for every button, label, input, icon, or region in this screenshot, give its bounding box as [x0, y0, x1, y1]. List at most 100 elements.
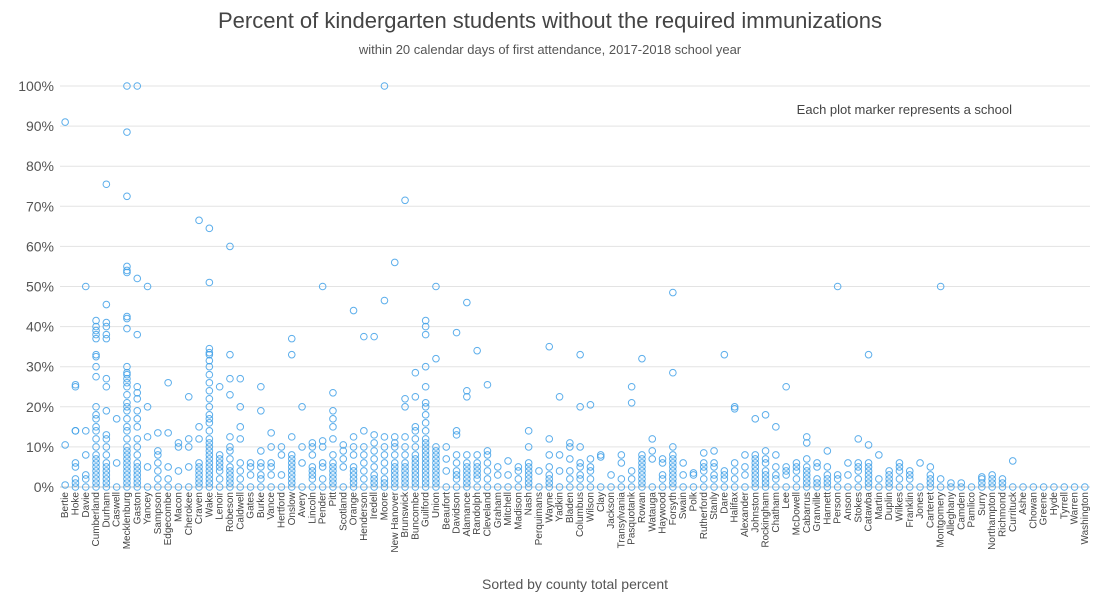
- school-marker: [123, 378, 131, 387]
- school-marker: [370, 455, 378, 463]
- school-marker: [226, 390, 234, 399]
- school-marker: [586, 400, 595, 409]
- school-marker: [421, 451, 430, 459]
- school-marker: [638, 467, 646, 475]
- x-tick-label: Jones: [915, 492, 926, 519]
- school-marker: [195, 475, 203, 483]
- school-marker: [92, 411, 100, 419]
- school-marker: [370, 431, 378, 439]
- school-marker: [772, 423, 780, 431]
- school-marker: [730, 475, 739, 483]
- x-tick-label: Swain: [678, 492, 689, 519]
- school-marker: [205, 378, 214, 387]
- school-marker: [648, 447, 657, 455]
- school-marker: [287, 463, 296, 471]
- school-marker: [401, 394, 409, 403]
- x-tick-label: Warren: [1070, 492, 1081, 524]
- school-marker: [895, 463, 904, 471]
- x-axis-label: Sorted by county total percent: [482, 576, 668, 592]
- school-marker: [205, 348, 214, 357]
- school-marker: [761, 455, 770, 463]
- school-marker: [442, 467, 451, 475]
- school-marker: [102, 318, 111, 327]
- school-marker: [143, 483, 152, 491]
- school-marker: [823, 475, 832, 483]
- school-marker: [92, 322, 100, 331]
- school-marker: [936, 475, 945, 483]
- school-marker: [205, 475, 214, 483]
- x-tick-label: Cabarrus: [802, 492, 813, 533]
- x-tick-label: Beaufort: [441, 492, 452, 530]
- school-marker: [329, 423, 337, 431]
- school-marker: [854, 483, 863, 491]
- school-marker: [751, 471, 760, 479]
- x-tick-label: Jackson: [606, 492, 617, 529]
- school-marker: [92, 362, 100, 371]
- school-marker: [287, 459, 296, 467]
- x-tick-label: Watauga: [647, 492, 658, 532]
- school-marker: [669, 455, 677, 463]
- school-marker: [123, 382, 131, 391]
- school-marker: [215, 382, 224, 391]
- school-marker: [339, 463, 348, 471]
- x-tick-label: Avery: [297, 492, 308, 517]
- school-marker: [390, 451, 399, 459]
- school-marker: [123, 314, 131, 323]
- school-marker: [308, 467, 317, 475]
- school-marker: [390, 467, 399, 475]
- school-marker: [61, 441, 69, 449]
- school-marker: [411, 471, 420, 479]
- school-marker: [463, 471, 471, 479]
- school-marker: [370, 332, 378, 341]
- school-marker: [421, 467, 430, 475]
- school-marker: [802, 471, 811, 479]
- school-marker: [257, 463, 265, 471]
- school-marker: [154, 467, 162, 475]
- school-marker: [349, 443, 358, 451]
- school-marker: [473, 451, 481, 459]
- school-marker: [205, 370, 214, 379]
- school-marker: [720, 483, 729, 491]
- school-marker: [205, 350, 214, 359]
- school-marker: [401, 196, 409, 205]
- x-tick-label: Currituck: [1008, 491, 1019, 532]
- x-tick-label: Bladen: [565, 492, 576, 523]
- school-marker: [401, 463, 409, 471]
- school-marker: [205, 459, 214, 467]
- school-marker: [164, 483, 172, 491]
- school-marker: [123, 459, 131, 467]
- school-marker: [576, 471, 584, 479]
- school-marker: [339, 441, 348, 449]
- school-marker: [123, 82, 131, 90]
- school-marker: [287, 334, 296, 343]
- school-marker: [936, 282, 945, 291]
- school-marker: [802, 475, 811, 483]
- school-marker: [133, 479, 142, 487]
- x-tick-label: Lee: [781, 492, 792, 509]
- school-marker: [112, 415, 121, 423]
- school-marker: [123, 455, 131, 463]
- chart-subtitle: within 20 calendar days of first attenda…: [358, 42, 742, 57]
- school-marker: [699, 467, 708, 475]
- school-marker: [401, 475, 409, 483]
- school-marker: [576, 403, 584, 411]
- school-marker: [555, 392, 564, 401]
- school-marker: [421, 463, 430, 471]
- x-tick-label: Ashe: [1018, 492, 1029, 515]
- school-marker: [998, 483, 1007, 491]
- school-marker: [195, 483, 203, 491]
- school-marker: [298, 459, 306, 467]
- school-marker: [596, 451, 605, 459]
- x-tick-label: Craven: [194, 492, 205, 524]
- school-marker: [133, 475, 142, 483]
- school-marker: [1081, 483, 1089, 491]
- school-marker: [329, 459, 337, 467]
- school-marker: [432, 479, 440, 487]
- school-marker: [411, 427, 420, 435]
- school-marker: [195, 463, 203, 471]
- x-tick-label: Caswell: [112, 492, 123, 527]
- school-marker: [421, 411, 430, 419]
- school-marker: [689, 483, 698, 491]
- school-marker: [761, 479, 770, 487]
- x-tick-label: Alexander: [740, 491, 751, 537]
